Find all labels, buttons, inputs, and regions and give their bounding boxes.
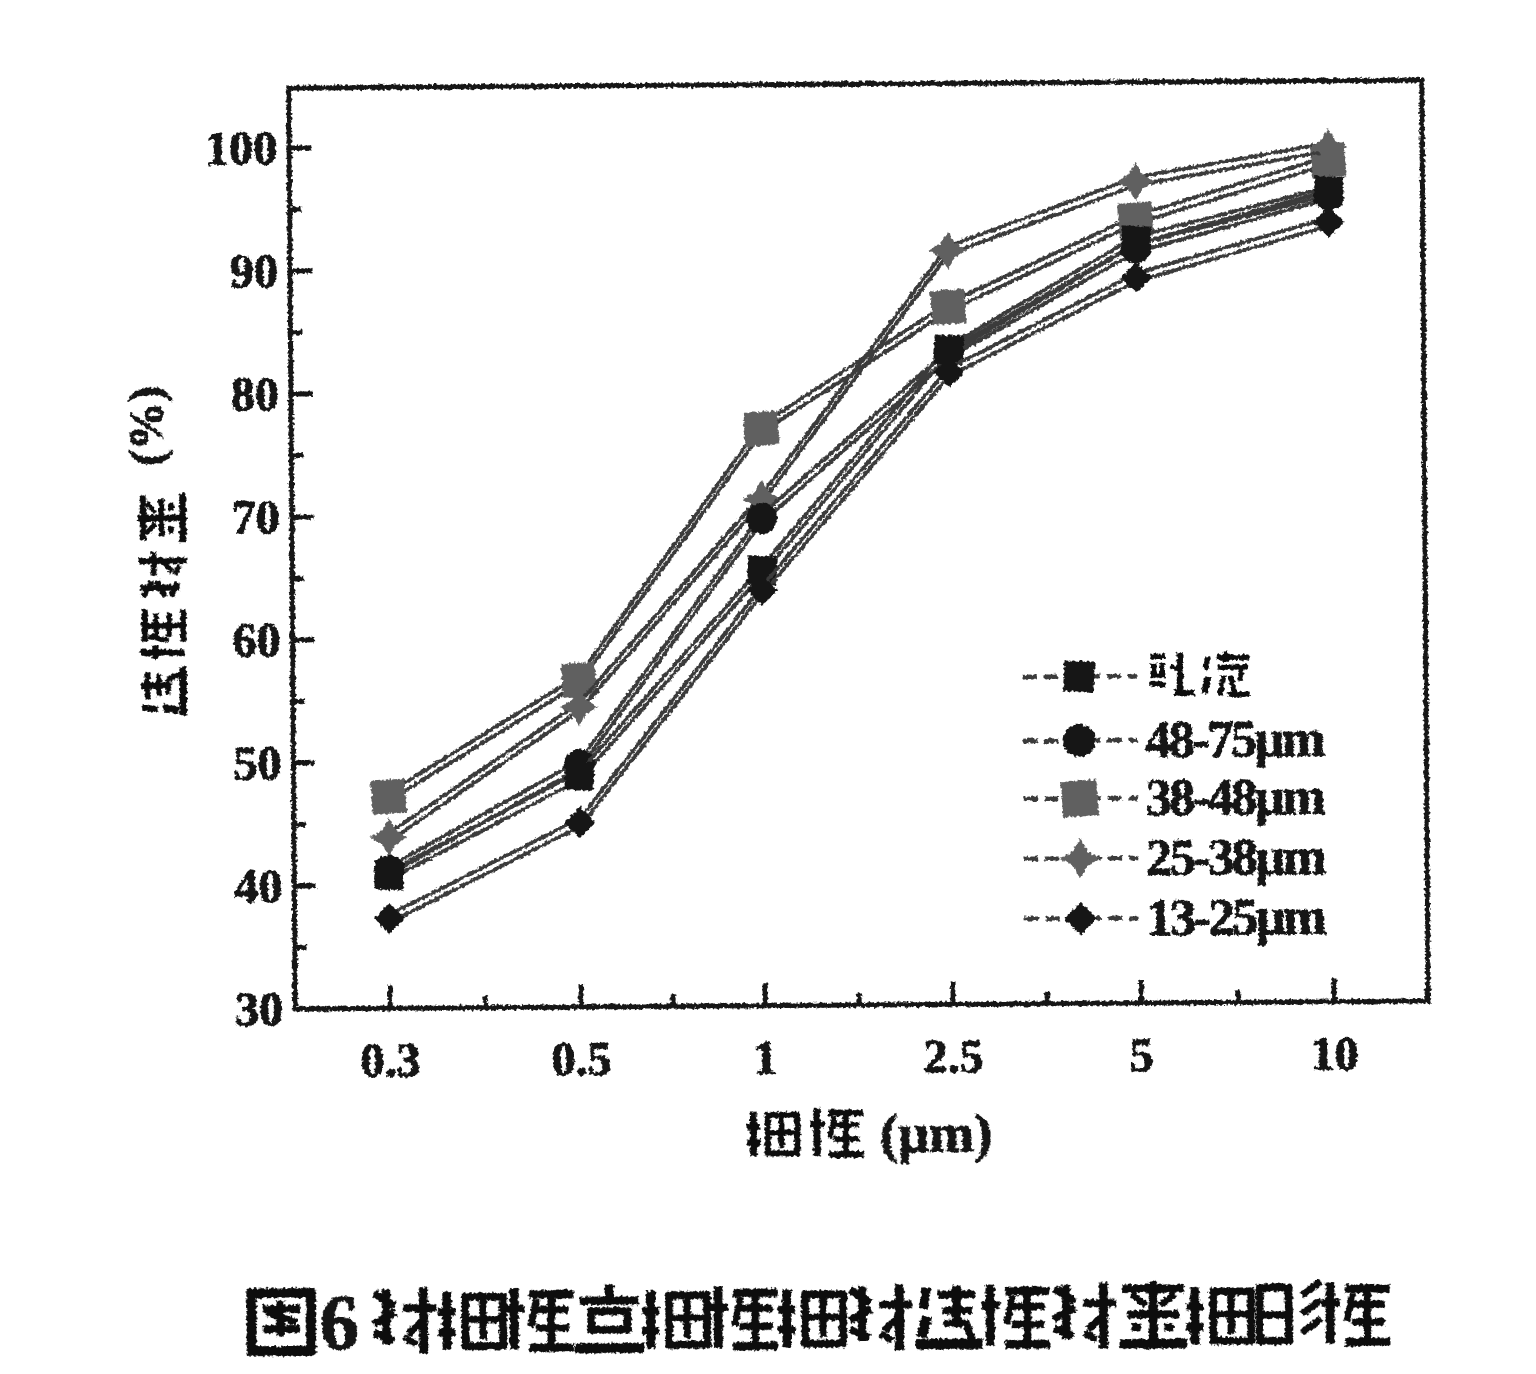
svg-text:0.5: 0.5 xyxy=(551,1033,611,1086)
svg-text:80: 80 xyxy=(231,368,279,421)
svg-text:5: 5 xyxy=(1129,1029,1153,1082)
svg-text:70: 70 xyxy=(232,491,280,544)
svg-text:60: 60 xyxy=(232,614,280,667)
svg-text:25-38µm: 25-38µm xyxy=(1146,829,1326,887)
svg-text:48-75µm: 48-75µm xyxy=(1145,711,1325,769)
svg-text:0.3: 0.3 xyxy=(360,1034,420,1087)
svg-text:1: 1 xyxy=(753,1032,777,1085)
svg-text:90: 90 xyxy=(230,245,278,298)
svg-text:6: 6 xyxy=(320,1279,360,1366)
svg-text:38-48µm: 38-48µm xyxy=(1146,769,1326,827)
svg-text:(µm): (µm) xyxy=(880,1103,992,1164)
svg-text:100: 100 xyxy=(205,122,277,176)
svg-text:50: 50 xyxy=(233,737,281,790)
svg-text:(%): (%) xyxy=(120,386,174,466)
svg-text:30: 30 xyxy=(235,983,283,1036)
svg-text:2.5: 2.5 xyxy=(923,1030,983,1083)
svg-text:40: 40 xyxy=(234,860,282,913)
svg-text:10: 10 xyxy=(1310,1028,1358,1081)
svg-text:13-25µm: 13-25µm xyxy=(1146,889,1326,947)
